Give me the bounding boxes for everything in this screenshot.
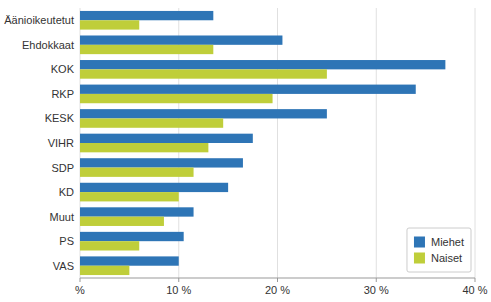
tick-label: 10 % [166,284,191,296]
bar [80,60,445,69]
bar [80,69,327,78]
category-label: Äänioikeutetut [4,14,74,26]
tick-label: % [75,284,85,296]
category-label: VIHR [48,137,74,149]
category-label: PS [59,235,74,247]
bar [80,207,194,216]
category-label: KD [59,186,74,198]
bar [80,266,129,275]
bar [80,168,194,177]
category-label: VAS [53,260,74,272]
grid [80,8,475,278]
bar [80,158,243,167]
chart-svg: % 10 % 20 % 30 % 40 % Äänioikeutetut Ehdokkaat… [0,0,491,302]
bar [80,256,179,265]
bar [80,232,184,241]
bar [80,11,213,20]
bar [80,134,253,143]
bar [80,109,327,118]
tick-mark [376,278,377,282]
legend-label: Naiset [431,252,462,264]
grid-line [475,8,476,278]
tick-label: 30 % [364,284,389,296]
bar [80,183,228,192]
legend-swatch [414,237,425,248]
category-label: KOK [51,63,75,75]
bar [80,94,273,103]
tick-label: 40 % [462,284,487,296]
category-label: Muut [50,211,74,223]
bar [80,241,139,250]
category-label: SDP [51,162,74,174]
x-axis: % 10 % 20 % 30 % 40 % [75,278,488,296]
bar [80,45,213,54]
tick-label: 20 % [265,284,290,296]
bar [80,143,208,152]
bar [80,20,139,29]
legend: Miehet Naiset [407,228,471,272]
y-axis: Äänioikeutetut Ehdokkaat KOK RKP KESK VIHR SDP… [4,14,74,271]
bar [80,35,282,44]
bar [80,192,179,201]
tick-mark [277,278,278,282]
axis-line [80,278,475,279]
bars [80,11,445,275]
category-label: RKP [51,88,74,100]
tick-mark [80,278,81,282]
grid-line [277,8,278,278]
chart-container: % 10 % 20 % 30 % 40 % Äänioikeutetut Ehdokkaat… [0,0,491,302]
bar [80,85,416,94]
bar [80,217,164,226]
grid-line [376,8,377,278]
category-label: KESK [45,112,75,124]
tick-mark [475,278,476,282]
legend-box [407,228,471,272]
category-label: Ehdokkaat [22,39,74,51]
legend-swatch [414,253,425,264]
legend-label: Miehet [431,236,464,248]
tick-mark [178,278,179,282]
bar [80,118,223,127]
